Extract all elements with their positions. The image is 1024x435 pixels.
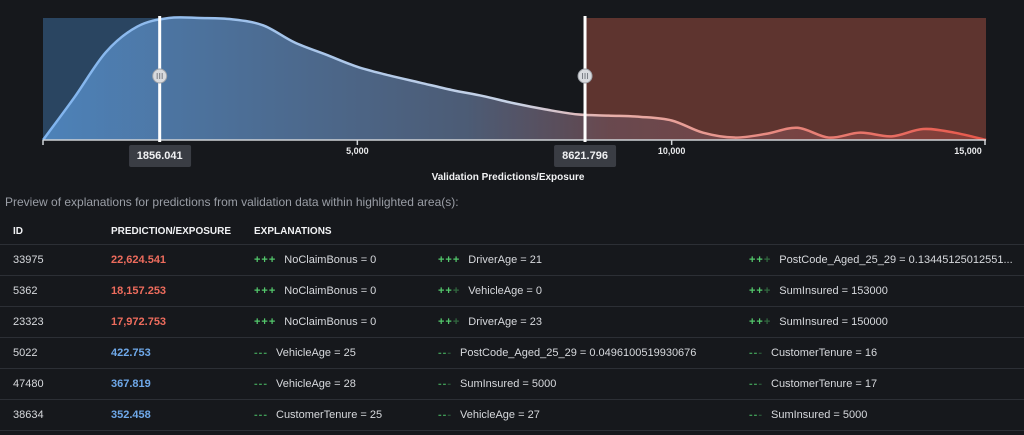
- preview-caption: Preview of explanations for predictions …: [5, 195, 459, 209]
- positive-strength-icon: +++: [749, 316, 772, 328]
- density-area: [43, 17, 986, 141]
- positive-strength-icon: +++: [438, 254, 461, 266]
- explanation-text: VehicleAge = 25: [276, 347, 356, 359]
- negative-strength-icon: ---: [438, 409, 452, 421]
- explanation-text: PostCode_Aged_25_29 = 0.0496100519930676: [460, 347, 697, 359]
- tick-label-5000: 5,000: [346, 146, 369, 156]
- negative-strength-icon: ---: [749, 409, 763, 421]
- row-explanation: --- CustomerTenure = 16: [749, 337, 1024, 369]
- explanations-table: ID PREDICTION/EXPOSURE EXPLANATIONS 3397…: [0, 218, 1024, 431]
- row-explanation: --- VehicleAge = 28: [254, 368, 438, 400]
- row-prediction: 352.458: [111, 399, 254, 431]
- row-explanation: +++ DriverAge = 21: [438, 244, 749, 276]
- explanation-text: NoClaimBonus = 0: [284, 285, 377, 297]
- negative-strength-icon: ---: [749, 378, 763, 390]
- row-id: 47480: [0, 368, 111, 400]
- row-explanation: --- VehicleAge = 27: [438, 399, 749, 431]
- explanation-text: SumInsured = 153000: [779, 285, 888, 297]
- header-id[interactable]: ID: [0, 218, 111, 245]
- row-prediction: 22,624.541: [111, 244, 254, 276]
- row-explanation: +++ SumInsured = 150000: [749, 306, 1024, 338]
- explanation-text: DriverAge = 21: [468, 254, 542, 266]
- explanation-text: NoClaimBonus = 0: [284, 254, 377, 266]
- positive-strength-icon: +++: [438, 285, 461, 297]
- row-prediction: 422.753: [111, 337, 254, 369]
- row-explanation: --- PostCode_Aged_25_29 = 0.0496100519930…: [438, 337, 749, 369]
- positive-strength-icon: +++: [254, 254, 277, 266]
- tick-marks: [42, 140, 986, 145]
- header-explanations: EXPLANATIONS: [254, 218, 438, 245]
- positive-strength-icon: +++: [749, 254, 772, 266]
- negative-strength-icon: ---: [254, 378, 268, 390]
- tick-label-15000: 15,000: [954, 146, 982, 156]
- row-explanation: --- SumInsured = 5000: [749, 399, 1024, 431]
- negative-strength-icon: ---: [438, 347, 452, 359]
- row-id: 23323: [0, 306, 111, 338]
- prediction-distribution-chart: [41, 16, 987, 145]
- density-line: [41, 16, 987, 142]
- explanation-text: CustomerTenure = 25: [276, 409, 383, 421]
- negative-strength-icon: ---: [254, 347, 268, 359]
- range-handles: [152, 16, 593, 142]
- x-axis-title: Validation Predictions/Exposure: [431, 172, 585, 183]
- grip-icon: [156, 73, 163, 79]
- row-explanation: +++ NoClaimBonus = 0: [254, 306, 438, 338]
- grip-icon: [582, 73, 589, 79]
- row-prediction: 18,157.253: [111, 275, 254, 307]
- header-prediction[interactable]: PREDICTION/EXPOSURE: [111, 218, 254, 245]
- explanation-text: SumInsured = 150000: [779, 316, 888, 328]
- row-explanation: +++ SumInsured = 153000: [749, 275, 1024, 307]
- row-id: 5022: [0, 337, 111, 369]
- explanation-text: SumInsured = 5000: [771, 409, 868, 421]
- positive-strength-icon: +++: [749, 285, 772, 297]
- row-explanation: +++ VehicleAge = 0: [438, 275, 749, 307]
- table-row[interactable]: 33975 22,624.541 +++ NoClaimBonus = 0 +++ Dri…: [0, 244, 1024, 276]
- table-row[interactable]: 47480 367.819 --- VehicleAge = 28 --- SumInsu…: [0, 368, 1024, 400]
- negative-strength-icon: ---: [254, 409, 268, 421]
- negative-strength-icon: ---: [438, 378, 452, 390]
- explanation-text: VehicleAge = 0: [468, 285, 542, 297]
- row-explanation: --- SumInsured = 5000: [438, 368, 749, 400]
- table-row[interactable]: 38634 352.458 --- CustomerTenure = 25 --- Veh…: [0, 399, 1024, 431]
- upper-handle-label: 8621.796: [554, 145, 616, 167]
- positive-strength-icon: +++: [254, 316, 277, 328]
- explanation-text: PostCode_Aged_25_29 = 0.13445125012551..…: [779, 254, 1013, 266]
- positive-strength-icon: +++: [438, 316, 461, 328]
- explanation-text: DriverAge = 23: [468, 316, 542, 328]
- explanation-text: VehicleAge = 28: [276, 378, 356, 390]
- explanation-text: CustomerTenure = 16: [771, 347, 878, 359]
- explanation-text: CustomerTenure = 17: [771, 378, 878, 390]
- positive-strength-icon: +++: [254, 285, 277, 297]
- explanation-text: SumInsured = 5000: [460, 378, 557, 390]
- row-explanation: +++ NoClaimBonus = 0: [254, 275, 438, 307]
- tick-label-10000: 10,000: [657, 146, 686, 156]
- row-explanation: --- VehicleAge = 25: [254, 337, 438, 369]
- row-id: 5362: [0, 275, 111, 307]
- row-explanation: --- CustomerTenure = 25: [254, 399, 438, 431]
- table-row[interactable]: 23323 17,972.753 +++ NoClaimBonus = 0 +++ Dri…: [0, 306, 1024, 338]
- table-row[interactable]: 5022 422.753 --- VehicleAge = 25 --- PostCode…: [0, 337, 1024, 369]
- row-explanation: +++ PostCode_Aged_25_29 = 0.1344512501255…: [749, 244, 1024, 276]
- row-explanation: --- CustomerTenure = 17: [749, 368, 1024, 400]
- row-explanation: +++ NoClaimBonus = 0: [254, 244, 438, 276]
- negative-strength-icon: ---: [749, 347, 763, 359]
- row-prediction: 17,972.753: [111, 306, 254, 338]
- row-id: 38634: [0, 399, 111, 431]
- row-prediction: 367.819: [111, 368, 254, 400]
- lower-handle-label: 1856.041: [128, 145, 191, 167]
- table-header-row: ID PREDICTION/EXPOSURE EXPLANATIONS: [0, 218, 1024, 245]
- explanation-text: VehicleAge = 27: [460, 409, 540, 421]
- explanation-text: NoClaimBonus = 0: [284, 316, 377, 328]
- table-row[interactable]: 5362 18,157.253 +++ NoClaimBonus = 0 +++ Vehi…: [0, 275, 1024, 307]
- row-explanation: +++ DriverAge = 23: [438, 306, 749, 338]
- row-id: 33975: [0, 244, 111, 276]
